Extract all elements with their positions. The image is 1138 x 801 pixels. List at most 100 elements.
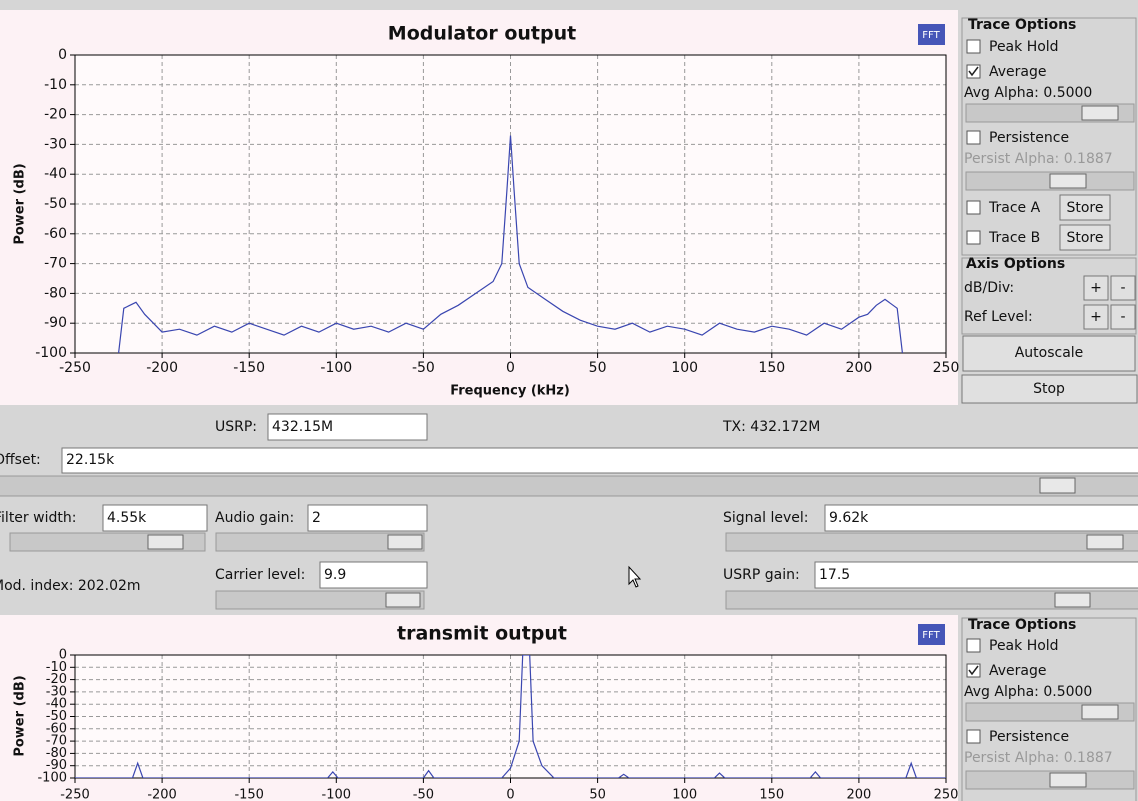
slider-handle[interactable] (385, 592, 421, 608)
input-value[interactable]: 22.15k (66, 452, 115, 468)
slider[interactable] (215, 532, 425, 552)
checkbox-label[interactable]: Persistence (989, 729, 1069, 745)
y-tick-label: 0 (58, 47, 67, 63)
checkbox-label[interactable]: Average (989, 64, 1047, 80)
fft-button-label[interactable]: FFT (922, 30, 940, 41)
x-tick-label: 200 (846, 788, 871, 801)
text-input[interactable] (319, 561, 428, 589)
field-label: USRP gain: (723, 567, 800, 583)
field-label: USRP: (215, 419, 257, 435)
checkbox[interactable] (966, 230, 981, 245)
input-value[interactable]: 432.15M (272, 419, 333, 435)
checkbox-label[interactable]: Peak Hold (989, 638, 1059, 654)
fft-button[interactable] (918, 624, 945, 645)
store-button[interactable] (1059, 224, 1111, 251)
x-axis-label: Frequency (kHz) (450, 384, 570, 399)
input-value[interactable]: 2 (312, 510, 321, 526)
y-tick-label: -80 (46, 746, 67, 761)
y-tick-label: -20 (46, 672, 67, 687)
slider[interactable] (215, 590, 425, 610)
text-input[interactable] (307, 504, 428, 532)
x-tick-label: 250 (934, 788, 959, 801)
y-tick-label: -50 (44, 196, 67, 212)
slider-handle[interactable] (1049, 772, 1087, 788)
x-tick-label: 0 (506, 788, 514, 801)
button-label[interactable]: + (1090, 280, 1102, 296)
trace (75, 655, 946, 778)
field-label: Filter width: (0, 510, 76, 526)
text-input[interactable] (102, 504, 208, 532)
slider[interactable] (725, 590, 1138, 610)
button-label[interactable]: Stop (1033, 381, 1065, 397)
slider[interactable] (725, 532, 1138, 552)
checkbox[interactable] (966, 39, 981, 54)
x-tick-label: -200 (147, 788, 177, 801)
button-label[interactable]: - (1120, 280, 1125, 296)
slider-handle[interactable] (387, 534, 423, 550)
slider-handle[interactable] (1039, 477, 1076, 494)
x-tick-label: 200 (846, 360, 873, 376)
text-input[interactable] (267, 413, 428, 441)
checkbox-label[interactable]: Trace B (988, 230, 1040, 246)
controls: USRP: 432.15M TX: 432.172M Offset: 22.15… (0, 413, 1138, 610)
slider-handle[interactable] (1081, 105, 1119, 121)
checkbox-label[interactable]: Trace A (988, 200, 1041, 216)
y-tick-label: -40 (46, 697, 67, 712)
y-tick-label: -10 (46, 660, 67, 675)
status-text: TX: 432.172M (722, 419, 820, 435)
y-tick-label: -30 (44, 136, 67, 152)
checkmark (968, 66, 979, 77)
slider-handle[interactable] (1049, 173, 1087, 189)
plus-button[interactable] (1083, 275, 1109, 301)
checkbox[interactable] (966, 200, 981, 215)
input-value[interactable]: 4.55k (107, 510, 147, 526)
field-label: Carrier level: (215, 567, 305, 583)
slider-handle[interactable] (147, 534, 184, 550)
button-label[interactable]: - (1120, 309, 1125, 325)
slider-handle[interactable] (1086, 534, 1124, 550)
autoscale-button[interactable] (962, 335, 1136, 372)
minus-button[interactable] (1110, 304, 1136, 330)
text-input[interactable] (61, 447, 1138, 474)
label: Ref Level: (964, 309, 1033, 325)
y-tick-label: 0 (59, 648, 67, 663)
text-input[interactable] (824, 504, 1138, 532)
x-tick-label: 50 (589, 360, 607, 376)
checkbox-label[interactable]: Peak Hold (989, 39, 1059, 55)
checkbox-label[interactable]: Average (989, 663, 1047, 679)
x-tick-label: -150 (234, 788, 264, 801)
input-value[interactable]: 9.62k (829, 510, 869, 526)
fft-button[interactable] (918, 24, 945, 45)
plus-button[interactable] (1083, 304, 1109, 330)
x-tick-label: 50 (589, 788, 606, 801)
input-value[interactable]: 9.9 (324, 567, 346, 583)
slider-label: Avg Alpha: 0.5000 (964, 85, 1092, 101)
checkbox[interactable] (966, 130, 981, 145)
checkbox[interactable] (966, 729, 981, 744)
x-tick-label: -200 (146, 360, 178, 376)
x-tick-label: 0 (506, 360, 515, 376)
fft-button-label[interactable]: FFT (922, 630, 940, 641)
x-tick-label: -150 (233, 360, 265, 376)
minus-button[interactable] (1110, 275, 1136, 301)
plot-title: Modulator output (388, 23, 576, 45)
checkbox-label[interactable]: Persistence (989, 130, 1069, 146)
checkbox[interactable] (966, 638, 981, 653)
group-box (961, 617, 1137, 801)
stop-button[interactable] (961, 374, 1138, 404)
y-tick-label: -50 (46, 709, 67, 724)
button-label[interactable]: Autoscale (1015, 345, 1084, 361)
slider-handle[interactable] (1054, 592, 1091, 608)
input-value[interactable]: 17.5 (819, 567, 850, 583)
x-tick-label: 250 (933, 360, 960, 376)
slider-handle[interactable] (1081, 704, 1119, 720)
x-tick-label: -250 (59, 360, 91, 376)
button-label[interactable]: Store (1066, 230, 1103, 246)
y-tick-label: -80 (44, 285, 67, 301)
x-tick-label: -50 (413, 788, 434, 801)
button-label[interactable]: Store (1066, 200, 1103, 216)
slider[interactable] (0, 475, 1138, 497)
store-button[interactable] (1059, 194, 1111, 221)
text-input[interactable] (814, 561, 1138, 589)
button-label[interactable]: + (1090, 309, 1102, 325)
